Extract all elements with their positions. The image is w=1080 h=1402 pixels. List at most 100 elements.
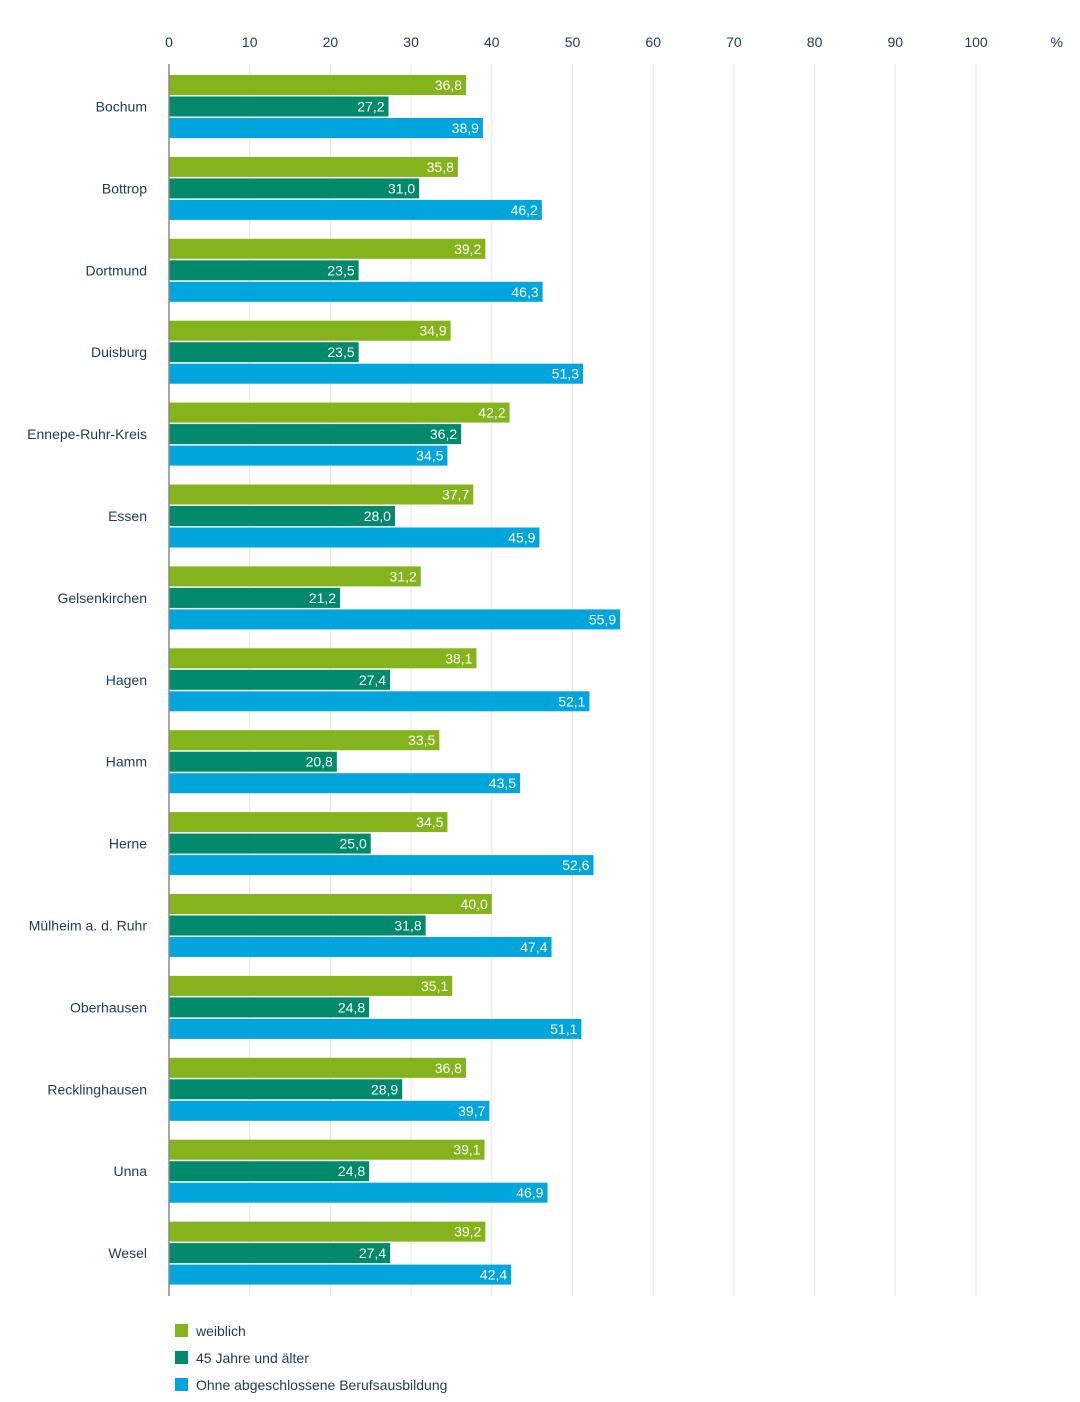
data-label: 45,9 [508, 530, 535, 546]
category-label: Duisburg [91, 344, 147, 360]
bar [169, 1057, 466, 1078]
data-label: 38,9 [452, 120, 479, 136]
bar [169, 260, 359, 281]
bar-group: 40,0 31,8 47,4 [169, 894, 552, 957]
bar [169, 1243, 391, 1264]
legend-swatch [175, 1351, 188, 1364]
bar [169, 484, 474, 505]
bar-group: 35,8 31,0 46,2 [169, 156, 542, 220]
data-label: 36,8 [435, 1060, 462, 1076]
data-label: 34,5 [416, 814, 443, 830]
x-tick-label: 10 [242, 34, 258, 50]
bar [169, 1264, 512, 1285]
bar [169, 320, 451, 341]
category-label: Oberhausen [70, 999, 147, 1015]
bar [169, 648, 477, 669]
x-tick-label: 0 [165, 34, 173, 50]
bar-group: 34,5 25,0 52,6 [169, 812, 594, 876]
bar [169, 1182, 548, 1203]
bar-group: 36,8 28,9 39,7 [169, 1057, 490, 1121]
bar [169, 342, 359, 363]
category-label: Mülheim a. d. Ruhr [29, 918, 148, 934]
data-label: 21,2 [309, 590, 336, 606]
legend-label: weiblich [195, 1323, 246, 1339]
bar [169, 96, 389, 117]
data-label: 55,9 [589, 611, 616, 627]
x-tick-label: 50 [565, 34, 581, 50]
x-tick-label: 30 [403, 34, 419, 50]
data-label: 39,1 [453, 1142, 480, 1158]
bar [169, 855, 594, 876]
bar [169, 75, 466, 95]
bar-group: 38,1 27,4 52,1 [169, 648, 590, 712]
data-label: 36,2 [430, 426, 457, 442]
data-label: 46,9 [516, 1185, 543, 1201]
data-label: 31,8 [394, 918, 421, 934]
legend-swatch [175, 1378, 188, 1391]
legend-label: 45 Jahre und älter [196, 1350, 309, 1366]
data-label: 33,5 [408, 732, 435, 748]
x-tick-label: 80 [807, 34, 823, 50]
data-label: 35,8 [427, 159, 454, 175]
bar [169, 1139, 485, 1160]
data-label: 46,2 [511, 202, 538, 218]
data-label: 42,4 [480, 1267, 507, 1283]
x-tick-label: 20 [323, 34, 339, 50]
bar-group: 34,9 23,5 51,3 [169, 320, 583, 384]
category-label: Wesel [108, 1245, 147, 1261]
bar [169, 587, 341, 608]
bar-group: 37,7 28,0 45,9 [169, 484, 540, 548]
data-label: 37,7 [442, 487, 469, 503]
data-label: 35,1 [421, 978, 448, 994]
category-label: Ennepe-Ruhr-Kreis [27, 426, 147, 442]
bar-group: 42,2 36,2 34,5 [169, 402, 510, 466]
legend-item: Ohne abgeschlossene Berufsausbildung [175, 1377, 447, 1393]
bar-group: 36,8 27,2 38,9 [169, 75, 483, 138]
bar [169, 281, 543, 302]
data-label: 39,2 [454, 241, 481, 257]
bar [169, 937, 552, 957]
bar [169, 915, 426, 936]
bar [169, 199, 542, 220]
bar [169, 773, 521, 794]
bar [169, 812, 448, 833]
data-label: 43,5 [489, 775, 516, 791]
bar [169, 1018, 582, 1039]
bar [169, 506, 395, 526]
data-label: 31,2 [390, 568, 417, 584]
data-label: 47,4 [520, 939, 547, 955]
data-label: 25,0 [340, 836, 367, 852]
data-label: 27,4 [359, 1245, 386, 1261]
bar [169, 1100, 490, 1121]
legend-item: weiblich [175, 1323, 246, 1339]
data-label: 51,1 [550, 1021, 577, 1037]
category-label: Bottrop [102, 180, 147, 196]
bar [169, 609, 621, 630]
data-label: 52,1 [558, 693, 585, 709]
category-label: Recklinghausen [47, 1081, 147, 1097]
bar [169, 363, 583, 384]
data-label: 28,0 [364, 508, 391, 524]
data-label: 28,9 [371, 1081, 398, 1097]
legend-swatch [175, 1324, 188, 1337]
x-tick-label: 70 [726, 34, 742, 50]
bar-group: 39,2 23,5 46,3 [169, 238, 543, 302]
legend-item: 45 Jahre und älter [175, 1350, 309, 1366]
category-label: Hagen [106, 672, 147, 688]
category-label: Bochum [96, 99, 147, 115]
bar [169, 975, 453, 996]
bar [169, 178, 420, 199]
category-label: Herne [109, 836, 147, 852]
bar [169, 156, 458, 177]
data-label: 24,8 [338, 999, 365, 1015]
bar-group: 39,1 24,8 46,9 [169, 1139, 548, 1203]
data-label: 52,6 [562, 857, 589, 873]
data-label: 39,2 [454, 1224, 481, 1240]
bar-group: 35,1 24,8 51,1 [169, 975, 582, 1039]
data-label: 23,5 [327, 262, 354, 278]
data-label: 51,3 [552, 366, 579, 382]
bar [169, 566, 421, 587]
data-label: 27,4 [359, 672, 386, 688]
bar [169, 669, 391, 690]
